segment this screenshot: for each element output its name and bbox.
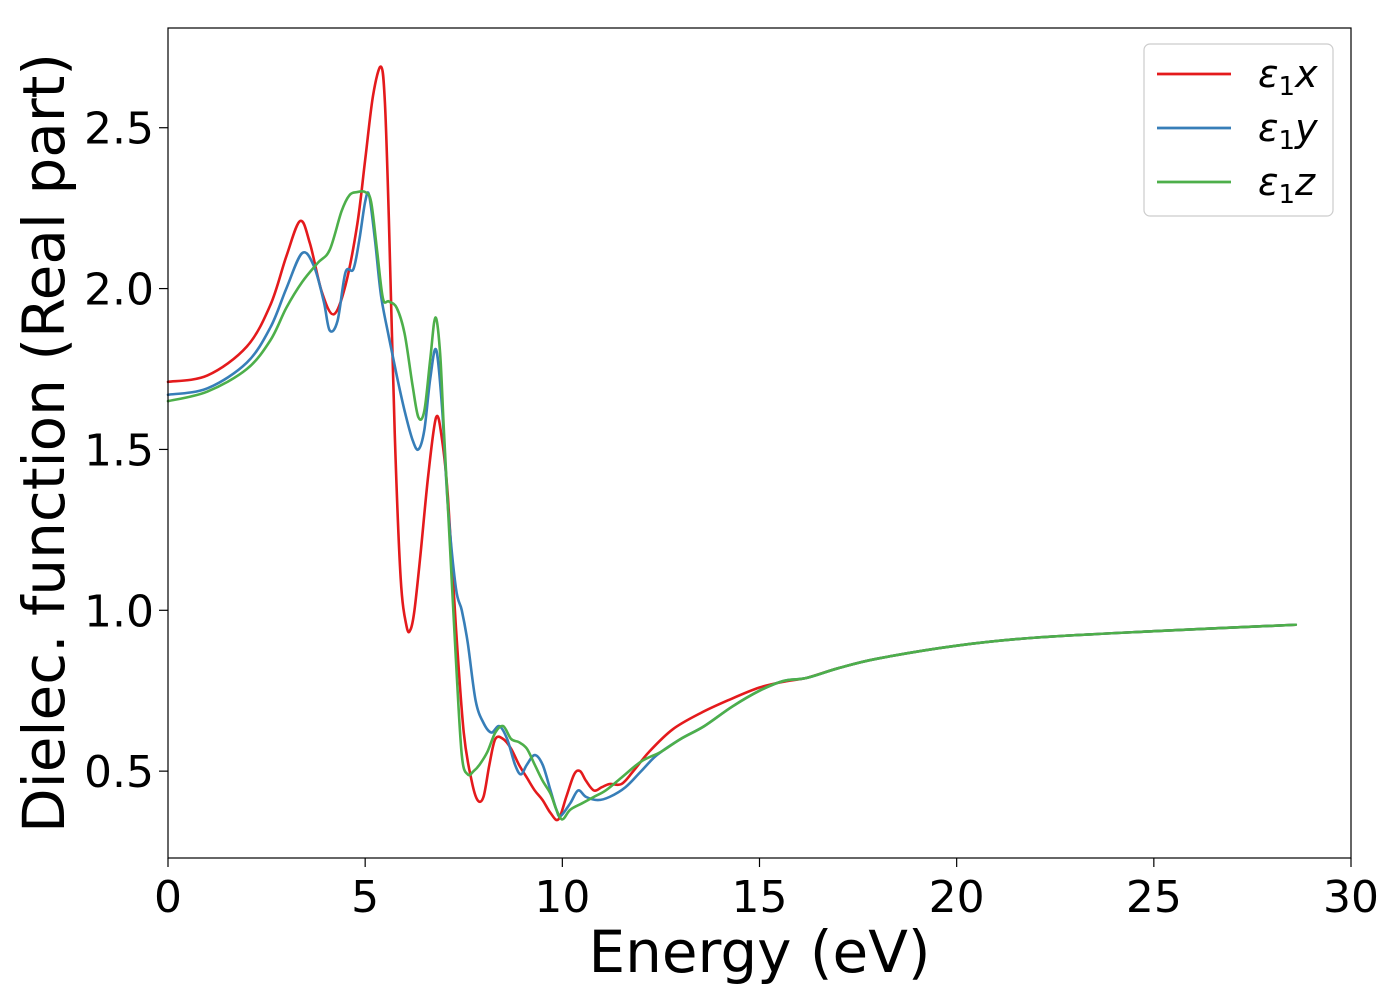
y-axis-ticks: 0.5 1.0 1.5 2.0 2.5: [84, 104, 168, 798]
y-tick-label: 1.0: [84, 586, 154, 637]
x-axis-ticks: 0 5 10 15 20 25 30: [154, 858, 1379, 923]
x-tick-label: 20: [929, 872, 985, 923]
y-tick-label: 2.0: [84, 265, 154, 316]
x-tick-label: 30: [1323, 872, 1379, 923]
series-line-z: [166, 189, 1298, 821]
x-tick-label: 10: [534, 872, 590, 923]
legend-label-x: ε1x: [1258, 52, 1318, 102]
plot-lines: [166, 65, 1298, 822]
legend-label-z: ε1z: [1258, 160, 1316, 210]
x-tick-label: 25: [1126, 872, 1182, 923]
legend-box: [1143, 43, 1334, 217]
x-axis-label: Energy (eV): [588, 918, 930, 986]
series-line-y: [166, 191, 1298, 818]
legend-label-y: ε1y: [1258, 106, 1318, 156]
y-tick-label: 2.5: [84, 104, 154, 155]
plot-frame: [167, 27, 1352, 859]
y-axis-label: Dielec. function (Real part): [10, 53, 78, 833]
series-line-x: [166, 65, 1298, 822]
x-tick-label: 5: [351, 872, 379, 923]
x-tick-label: 15: [732, 872, 788, 923]
x-tick-label: 0: [154, 872, 182, 923]
y-tick-label: 1.5: [84, 425, 154, 476]
y-tick-label: 0.5: [84, 747, 154, 798]
